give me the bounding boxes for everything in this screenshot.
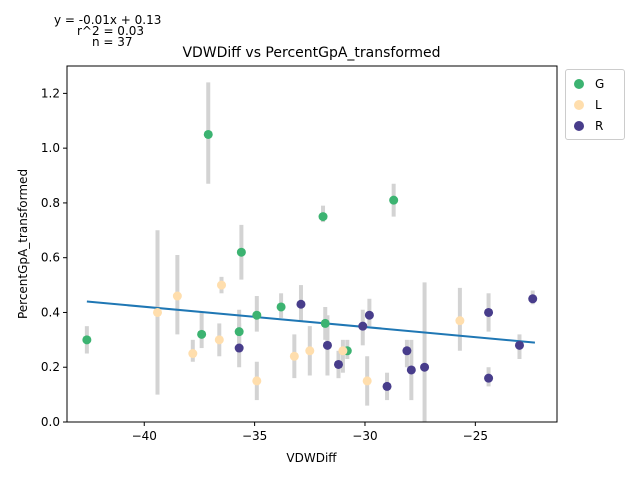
data-point-l: [188, 349, 198, 359]
legend-label-r: R: [595, 119, 604, 133]
data-point-r: [234, 343, 244, 353]
data-point-l: [455, 316, 465, 326]
legend: G L R: [565, 69, 625, 140]
data-point-g: [236, 247, 246, 257]
data-point-r: [484, 373, 494, 383]
data-point-r: [514, 340, 524, 350]
data-point-r: [333, 359, 343, 369]
data-point-g: [82, 335, 92, 345]
data-point-r: [420, 362, 430, 372]
data-point-g: [389, 195, 399, 205]
legend-marker-g: [574, 79, 584, 89]
data-point-r: [484, 307, 494, 317]
legend-marker-l: [574, 100, 584, 110]
data-point-g: [318, 212, 328, 222]
data-point-r: [528, 294, 538, 304]
error-bars: [84, 82, 535, 422]
n-count-label: n = 37: [92, 35, 133, 49]
data-point-l: [338, 346, 348, 356]
data-points: [82, 129, 538, 391]
regression-line: [86, 300, 536, 344]
y-tick-label: 0.0: [41, 415, 60, 429]
legend-label-g: G: [595, 77, 605, 91]
data-point-l: [152, 307, 162, 317]
data-point-r: [296, 299, 306, 309]
data-point-g: [252, 310, 262, 320]
data-point-r: [322, 340, 332, 350]
data-point-l: [289, 351, 299, 361]
y-tick-label: 0.2: [41, 360, 60, 374]
data-point-l: [172, 291, 182, 301]
plot-frame: [66, 65, 558, 423]
chart-title: VDWDiff vs PercentGpA_transformed: [182, 45, 440, 61]
legend-item-l: L: [574, 98, 602, 112]
x-tick-label: −30: [352, 429, 377, 443]
y-axis-ticks: 0.0 0.2 0.4 0.6 0.8 1.0 1.2: [41, 86, 67, 429]
x-axis-ticks: −40 −35 −30 −25: [132, 422, 488, 443]
data-point-l: [252, 376, 262, 386]
y-tick-label: 0.6: [41, 251, 60, 265]
data-point-r: [406, 365, 416, 375]
regression-line-group: [86, 300, 536, 344]
data-point-g: [203, 129, 213, 139]
legend-label-l: L: [595, 98, 602, 112]
data-point-g: [234, 327, 244, 337]
r-squared-label: r^2 = 0.03: [77, 24, 145, 38]
x-tick-label: −35: [242, 429, 267, 443]
data-point-r: [402, 346, 412, 356]
data-point-l: [217, 280, 227, 290]
y-tick-label: 1.0: [41, 141, 60, 155]
data-point-r: [358, 321, 368, 331]
data-point-g: [197, 329, 207, 339]
x-axis-label: VDWDiff: [286, 451, 337, 465]
legend-item-r: R: [574, 119, 603, 133]
data-point-l: [362, 376, 372, 386]
data-point-l: [214, 335, 224, 345]
legend-marker-r: [574, 121, 584, 131]
x-tick-label: −40: [132, 429, 157, 443]
regression-equation: y = -0.01x + 0.13: [54, 13, 162, 27]
legend-item-g: G: [574, 77, 604, 91]
x-tick-label: −25: [463, 429, 488, 443]
data-point-r: [364, 310, 374, 320]
data-point-r: [382, 381, 392, 391]
data-point-g: [276, 302, 286, 312]
y-tick-label: 0.4: [41, 305, 60, 319]
y-tick-label: 0.8: [41, 196, 60, 210]
data-point-g: [320, 318, 330, 328]
y-tick-label: 1.2: [41, 86, 60, 100]
data-point-l: [305, 346, 315, 356]
y-axis-label: PercentGpA_transformed: [16, 169, 30, 319]
